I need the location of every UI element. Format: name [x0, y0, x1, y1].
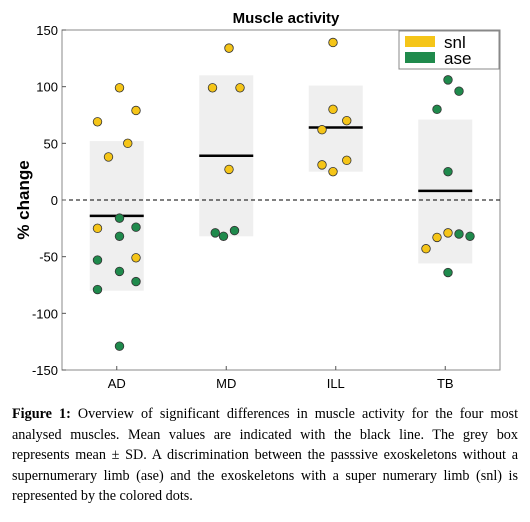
- data-point-snl: [224, 164, 234, 175]
- data-point-snl: [123, 138, 133, 149]
- data-point-snl: [342, 155, 352, 166]
- data-point-snl: [131, 105, 141, 116]
- data-point-ase: [114, 341, 125, 351]
- data-point-snl: [92, 117, 103, 127]
- data-point-ase: [465, 231, 475, 241]
- data-point-snl: [92, 223, 103, 234]
- data-point-ase: [114, 266, 125, 277]
- data-point-snl: [317, 160, 327, 170]
- data-point-snl: [328, 37, 338, 48]
- data-point-ase: [443, 267, 453, 278]
- data-point-ase: [114, 213, 125, 223]
- data-point-ase: [443, 75, 453, 85]
- x-tick-label: ILL: [327, 376, 345, 391]
- data-point-ase: [131, 276, 141, 287]
- data-point-ase: [114, 231, 125, 241]
- y-tick-label: -100: [32, 306, 58, 321]
- data-point-snl: [224, 43, 234, 53]
- data-point-ase: [432, 104, 442, 115]
- x-tick-label: TB: [437, 376, 454, 391]
- data-point-ase: [131, 222, 141, 232]
- data-point-ase: [92, 284, 103, 295]
- y-tick-label: -50: [39, 250, 58, 265]
- data-point-snl: [342, 115, 352, 126]
- x-tick-label: AD: [108, 376, 126, 391]
- data-point-snl: [103, 152, 114, 162]
- caption-label: Figure 1:: [12, 406, 71, 422]
- data-point-snl: [328, 166, 338, 177]
- data-point-snl: [131, 253, 141, 263]
- data-point-snl: [421, 244, 431, 254]
- caption-text: Overview of significant differences in m…: [12, 406, 519, 504]
- data-point-ase: [454, 86, 464, 96]
- data-point-snl: [317, 125, 327, 135]
- y-tick-label: 50: [44, 136, 58, 151]
- data-point-ase: [454, 229, 464, 239]
- legend-swatch-snl: [405, 36, 435, 47]
- data-point-ase: [443, 166, 453, 177]
- data-point-snl: [443, 228, 453, 238]
- y-axis-label: % change: [14, 160, 33, 239]
- chart-title: Muscle activity: [233, 10, 340, 27]
- x-tick-label: MD: [216, 376, 236, 391]
- y-tick-label: 0: [51, 193, 58, 208]
- data-point-ase: [229, 225, 240, 236]
- figure-caption: Figure 1: Overview of significant differ…: [12, 404, 518, 507]
- data-point-snl: [114, 83, 125, 93]
- y-tick-label: 100: [36, 80, 58, 95]
- legend-label-snl: snl: [444, 33, 466, 52]
- legend-swatch-ase: [405, 52, 435, 63]
- y-tick-label: 150: [36, 23, 58, 38]
- muscle-activity-chart: Muscle activity % change 150 100 50 0 -50 -10…: [14, 10, 501, 391]
- data-point-snl: [432, 232, 442, 243]
- data-point-ase: [92, 255, 103, 265]
- y-tick-label: -150: [32, 363, 58, 378]
- data-point-snl: [207, 83, 218, 93]
- data-point-snl: [235, 83, 245, 93]
- data-point-ase: [218, 231, 229, 241]
- legend-label-ase: ase: [444, 49, 471, 68]
- data-point-snl: [328, 104, 338, 115]
- data-point-ase: [210, 228, 220, 238]
- plot-area: 150 100 50 0 -50 -100 -150 AD MD ILL TB: [32, 23, 501, 391]
